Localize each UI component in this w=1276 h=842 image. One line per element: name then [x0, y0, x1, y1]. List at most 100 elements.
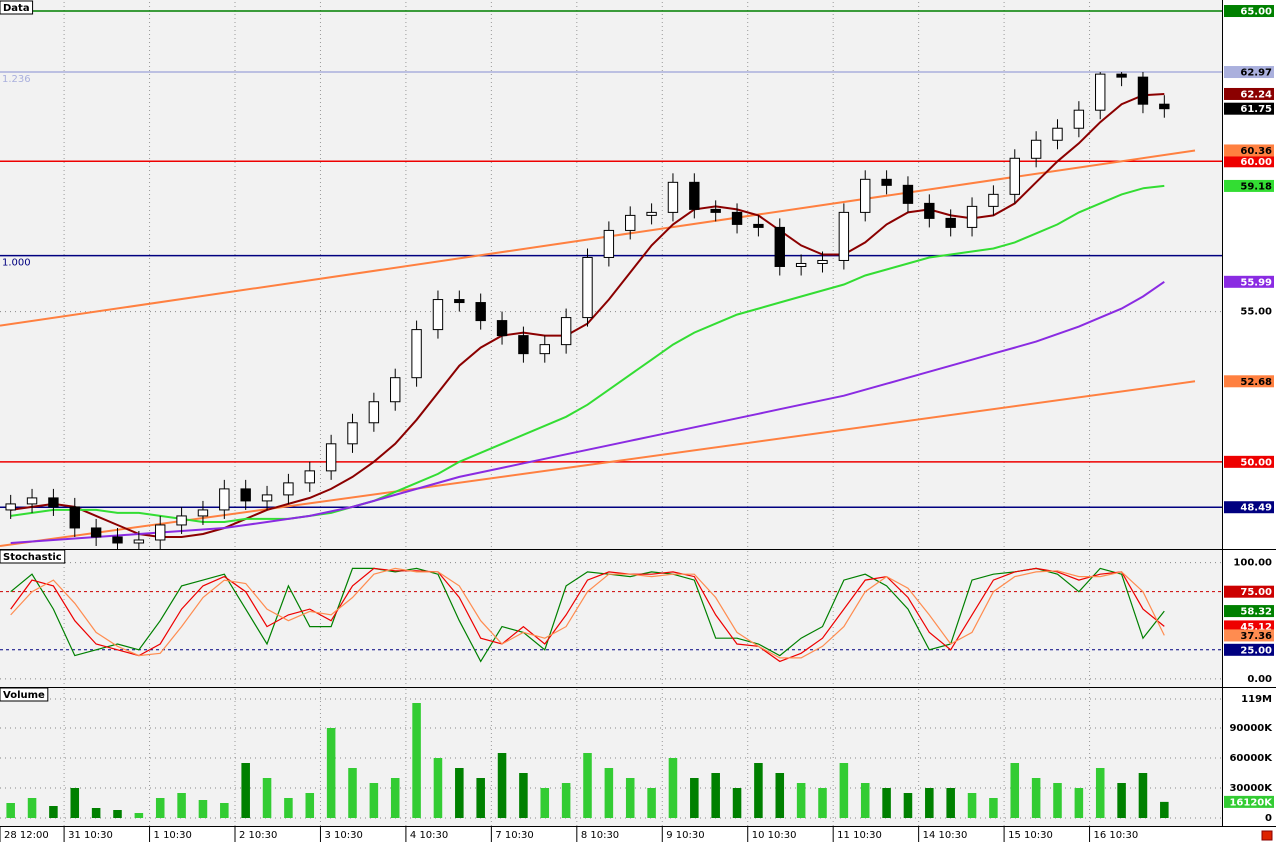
volume-bar: [27, 798, 37, 818]
y-tick-label: 55.00: [1240, 307, 1272, 318]
level-label-box: [1224, 643, 1274, 656]
close-label: 61.75: [1240, 104, 1272, 115]
y-tick-label: 0: [1265, 813, 1272, 824]
level-label: 48.49: [1240, 503, 1272, 514]
x-tick-label: 31 10:30: [68, 830, 113, 841]
level-label-box: [1224, 501, 1274, 514]
x-tick-label: 4 10:30: [410, 830, 448, 841]
close-icon[interactable]: [1261, 830, 1273, 841]
level-label-box: [1224, 455, 1274, 468]
volume-bar: [241, 763, 250, 818]
volume-bar: [882, 788, 891, 818]
trend-label-box: [1224, 144, 1274, 157]
series-label: 55.99: [1240, 277, 1272, 288]
candle-body: [5, 503, 16, 511]
x-tick-label: 14 10:30: [923, 830, 968, 841]
x-tick-label: 8 10:30: [581, 830, 619, 841]
candle-body: [432, 299, 444, 331]
level-label: 25.00: [1240, 645, 1272, 656]
candle-body: [1052, 127, 1063, 141]
x-tick-label: 10 10:30: [752, 830, 797, 841]
volume-bar: [839, 763, 849, 818]
trend-label: 52.68: [1240, 377, 1272, 388]
panel-title-box: [0, 687, 49, 702]
candle-body: [753, 223, 764, 228]
level-label: 60.00: [1240, 157, 1272, 168]
volume-bar: [946, 788, 955, 818]
volume-bar: [134, 813, 144, 818]
series-line: [10, 567, 1165, 659]
volume-bar: [519, 773, 528, 818]
volume-bar: [625, 778, 635, 818]
volume-bar: [925, 788, 934, 818]
axis-background: [1222, 0, 1276, 842]
level-label: 50.00: [1240, 457, 1272, 468]
candle-body: [475, 302, 486, 322]
level-label-box: [1224, 5, 1274, 18]
candle-body: [1159, 103, 1170, 110]
x-tick-label: 7 10:30: [495, 830, 533, 841]
candle-body: [902, 184, 914, 204]
panel-title-box: [0, 549, 66, 564]
trend-line: [0, 149, 1196, 327]
candle-body: [454, 299, 465, 304]
candle-body: [945, 217, 956, 228]
volume-bar: [113, 810, 122, 818]
candle-body: [860, 178, 871, 213]
series-label: 37.36: [1240, 631, 1272, 642]
level-label: 75.00: [1240, 587, 1272, 598]
volume-bar: [91, 808, 101, 818]
volume-bar: [583, 753, 592, 818]
candle-body: [1073, 109, 1085, 129]
candle-body: [603, 229, 615, 258]
candle-body: [496, 320, 508, 337]
level-name: 1.000: [2, 258, 31, 269]
volume-bar: [1031, 778, 1041, 818]
candle-body: [283, 482, 294, 496]
x-tick-label: 28 12:00: [4, 830, 49, 841]
panel-title: Data: [3, 3, 30, 14]
candle-body: [176, 515, 187, 526]
y-tick-label: 0.00: [1247, 674, 1272, 685]
candle-body: [155, 524, 166, 541]
volume-bar: [711, 773, 720, 818]
volume-bar: [155, 798, 165, 818]
trend-label-box: [1224, 375, 1274, 388]
level-label-box: [1224, 585, 1274, 598]
volume-bar: [1053, 783, 1062, 818]
volume-bar: [284, 798, 293, 818]
candle-body: [817, 259, 828, 264]
candle-body: [582, 256, 593, 319]
volume-bar: [326, 728, 336, 818]
volume-bar: [305, 793, 315, 818]
series-label: 59.18: [1240, 181, 1272, 192]
candle-body: [966, 205, 978, 228]
volume-bar: [390, 778, 400, 818]
candle-body: [304, 470, 315, 484]
candle-body: [774, 226, 785, 267]
candle-body: [1137, 76, 1149, 105]
series-line: [10, 567, 1165, 663]
volume-bar: [754, 763, 763, 818]
candle-body: [133, 539, 145, 544]
volume-bar: [690, 778, 699, 818]
volume-bar: [1010, 763, 1020, 818]
volume-bar: [604, 768, 614, 818]
x-tick-label: 11 10:30: [837, 830, 882, 841]
x-tick-label: 16 10:30: [1094, 830, 1139, 841]
candle-body: [411, 329, 422, 379]
candle-body: [48, 497, 59, 508]
candle-body: [795, 262, 807, 267]
volume-bar: [818, 788, 827, 818]
level-label-box: [1224, 66, 1274, 79]
y-tick-label: 60000K: [1229, 753, 1273, 764]
value-label-box: [1224, 795, 1274, 808]
candle-body: [1009, 157, 1020, 195]
candle-body: [69, 506, 80, 529]
volume-bar: [860, 783, 870, 818]
level-label: 65.00: [1240, 7, 1272, 18]
volume-bar: [262, 778, 272, 818]
volume-bar: [49, 806, 58, 818]
volume-bar: [989, 798, 998, 818]
